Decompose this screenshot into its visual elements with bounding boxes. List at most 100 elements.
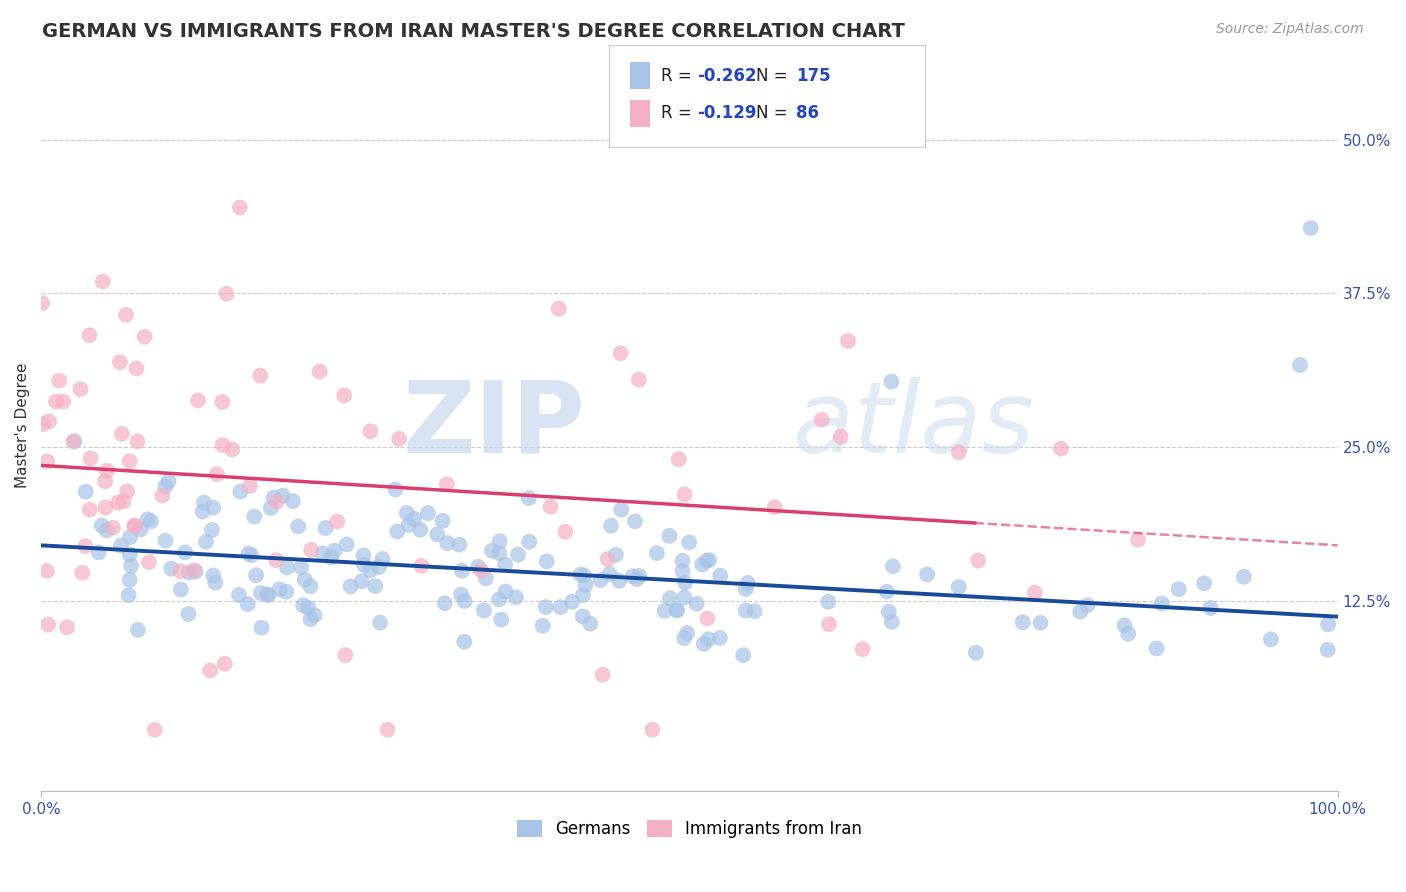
Point	[388, 432, 411, 446]
Point	[368, 560, 391, 574]
Point	[387, 524, 409, 539]
Point	[426, 527, 449, 541]
Point	[90, 518, 112, 533]
Point	[183, 563, 205, 577]
Point	[263, 491, 285, 505]
Point	[249, 368, 271, 383]
Point	[198, 664, 221, 678]
Point	[1317, 617, 1340, 632]
Point	[205, 467, 228, 481]
Point	[125, 361, 148, 376]
Point	[260, 501, 283, 516]
Point	[671, 564, 693, 578]
Point	[111, 426, 134, 441]
Point	[488, 534, 510, 549]
Point	[364, 579, 387, 593]
Point	[335, 648, 357, 662]
Point	[94, 500, 117, 515]
Point	[1167, 582, 1189, 597]
Y-axis label: Master's Degree: Master's Degree	[15, 363, 30, 488]
Point	[257, 588, 280, 602]
Point	[948, 445, 970, 459]
Point	[411, 558, 433, 573]
Point	[572, 609, 595, 624]
Point	[534, 600, 557, 615]
Point	[229, 201, 252, 215]
Point	[697, 632, 720, 647]
Point	[155, 479, 177, 493]
Point	[837, 334, 859, 348]
Point	[678, 535, 700, 549]
Point	[574, 578, 596, 592]
Point	[250, 621, 273, 635]
Point	[377, 723, 399, 737]
Point	[627, 373, 650, 387]
Point	[948, 580, 970, 594]
Point	[685, 597, 707, 611]
Point	[436, 477, 458, 491]
Point	[312, 546, 335, 560]
Point	[659, 591, 682, 606]
Point	[409, 523, 432, 537]
Text: -0.129: -0.129	[697, 104, 756, 122]
Point	[709, 568, 731, 582]
Point	[624, 514, 647, 528]
Point	[416, 506, 439, 520]
Point	[292, 598, 315, 612]
Point	[451, 564, 474, 578]
Point	[35, 454, 58, 468]
Point	[453, 594, 475, 608]
Point	[299, 579, 322, 593]
Point	[243, 509, 266, 524]
Point	[204, 575, 226, 590]
Text: N =: N =	[756, 67, 793, 85]
Point	[610, 502, 633, 516]
Text: 86: 86	[796, 104, 818, 122]
Point	[101, 521, 124, 535]
Point	[236, 597, 259, 611]
Point	[134, 329, 156, 343]
Point	[818, 617, 841, 632]
Point	[187, 393, 209, 408]
Text: -0.262: -0.262	[697, 67, 756, 85]
Point	[63, 434, 86, 449]
Point	[450, 587, 472, 601]
Point	[336, 537, 359, 551]
Point	[37, 617, 59, 632]
Point	[1126, 533, 1149, 547]
Point	[45, 394, 67, 409]
Point	[609, 346, 631, 360]
Point	[256, 588, 278, 602]
Point	[75, 484, 97, 499]
Point	[75, 539, 97, 553]
Point	[550, 600, 572, 615]
Point	[517, 491, 540, 505]
Point	[1289, 358, 1312, 372]
Point	[240, 549, 263, 563]
Point	[876, 584, 898, 599]
Point	[79, 502, 101, 516]
Point	[304, 608, 326, 623]
Text: R =: R =	[661, 104, 697, 122]
Point	[600, 518, 623, 533]
Point	[94, 475, 117, 489]
Point	[118, 530, 141, 544]
Point	[404, 512, 426, 526]
Point	[96, 524, 118, 538]
Point	[281, 494, 304, 508]
Point	[368, 615, 391, 630]
Point	[882, 559, 904, 574]
Point	[673, 487, 696, 501]
Point	[436, 536, 458, 550]
Point	[1146, 641, 1168, 656]
Point	[1050, 442, 1073, 456]
Point	[965, 646, 987, 660]
Point	[115, 308, 138, 322]
Point	[118, 588, 141, 602]
Point	[481, 543, 503, 558]
Point	[308, 364, 330, 378]
Point	[315, 521, 337, 535]
Point	[129, 522, 152, 536]
Point	[170, 582, 193, 597]
Point	[228, 588, 250, 602]
